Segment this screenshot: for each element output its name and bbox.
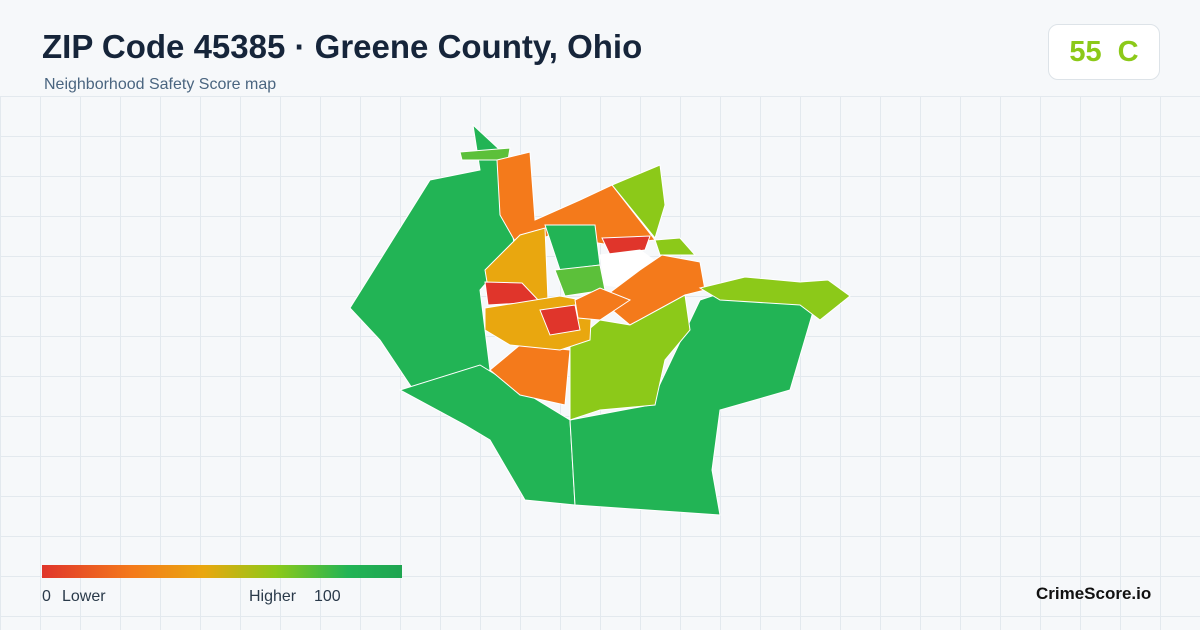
score-grade: C xyxy=(1117,35,1139,68)
legend-min: 0 xyxy=(42,588,51,605)
region xyxy=(654,237,697,256)
legend-bar xyxy=(42,565,402,578)
region xyxy=(544,224,601,271)
region xyxy=(611,164,666,240)
legend-max-label: Higher xyxy=(249,588,297,605)
subtitle: Neighborhood Safety Score map xyxy=(44,76,277,93)
score-badge: 55 C xyxy=(1048,24,1160,80)
region xyxy=(698,276,851,321)
region xyxy=(539,304,581,336)
score-value: 55 xyxy=(1069,35,1102,68)
header xyxy=(0,0,1200,96)
title: ZIP Code 45385 · Greene County, Ohio xyxy=(42,28,643,65)
legend-min-label: Lower xyxy=(62,588,106,605)
region xyxy=(349,123,516,401)
brand: CrimeScore.io xyxy=(1036,584,1152,603)
region xyxy=(574,287,632,321)
region xyxy=(569,294,691,421)
region xyxy=(489,344,571,406)
legend-max: 100 xyxy=(314,588,341,605)
